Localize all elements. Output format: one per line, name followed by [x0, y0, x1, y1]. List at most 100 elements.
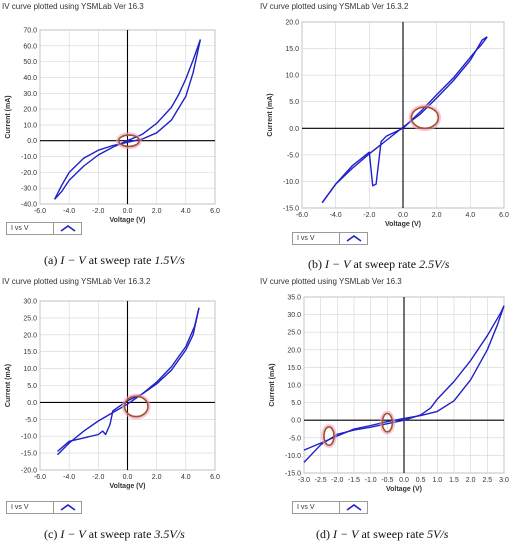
caption-c-prefix: (c): [44, 527, 58, 541]
chart-b-ytick-label: -10.0: [283, 179, 299, 186]
caption-a-math: I − V: [60, 253, 86, 267]
chart-d-xtick-label: 3.0: [499, 477, 509, 484]
caption-d-rate: 5V/s: [427, 527, 449, 541]
chart-d-ytick-label: 25.0: [287, 330, 301, 337]
chart-d-ytick-label: 5.0: [291, 400, 301, 407]
chart-c-xtick-label: 0.0: [123, 474, 133, 481]
legend-swatch-line: [60, 504, 76, 511]
caption-a-prefix: (a): [44, 253, 58, 267]
legend-b-label: I vs V: [297, 235, 315, 242]
chart-c-ytick-label: 30.0: [23, 299, 37, 306]
caption-a-text: at sweep rate: [88, 253, 152, 267]
chart-d-ytick-label: 30.0: [287, 312, 301, 319]
chart-d-ytick-label: -10.0: [285, 453, 301, 460]
chart-a-ylabel: Current (mA): [5, 95, 12, 138]
chart-c-ytick-label: -10.0: [21, 434, 37, 441]
caption-a: (a) I − V at sweep rate 1.5V/s: [44, 253, 185, 268]
chart-c-ytick-label: 20.0: [23, 332, 37, 339]
chart-b-ytick-label: 10.0: [285, 73, 299, 80]
caption-c-text: at sweep rate: [88, 527, 152, 541]
chart-d-xtick-label: -2.5: [315, 477, 327, 484]
chart-d-title: IV curve plotted using YSMLab Ver 16.3: [260, 277, 402, 286]
chart-b-ytick-label: 15.0: [285, 46, 299, 53]
chart-d-svg: IV curve plotted using YSMLab Ver 16.3 -3…: [260, 277, 509, 493]
chart-b-highlight-circle: [410, 106, 440, 130]
chart-d-ylabel: Current (mA): [269, 363, 276, 406]
legend-swatch-icon: [60, 225, 76, 232]
caption-b: (b) I − V at sweep rate 2.5V/s: [308, 257, 449, 272]
chart-c-ytick-label: -20.0: [21, 468, 37, 475]
chart-c-ytick-label: 5.0: [27, 383, 37, 390]
chart-a-xtick-label: -2.0: [92, 208, 104, 215]
legend-swatch-line: [346, 504, 362, 511]
caption-c-math: I − V: [60, 527, 86, 541]
chart-d-xtick-label: 2.0: [466, 477, 476, 484]
chart-c-ytick-label: 25.0: [23, 315, 37, 322]
chart-a-ytick-label: 20.0: [23, 107, 37, 114]
chart-b-ytick-label: 20.0: [285, 20, 299, 27]
chart-c-xtick-label: 2.0: [152, 474, 162, 481]
chart-b-xtick-label: 0.0: [398, 212, 408, 219]
chart-a-ytick-label: 30.0: [23, 91, 37, 98]
chart-b-xtick-label: -2.0: [363, 212, 375, 219]
chart-d-series-1-line: [303, 305, 505, 451]
caption-d-text: at sweep rate: [361, 527, 425, 541]
caption-d: (d) I − V at sweep rate 5V/s: [316, 527, 448, 542]
chart-d-xtick-label: -1.5: [348, 477, 360, 484]
chart-d-xtick-label: 0.5: [416, 477, 426, 484]
chart-c-highlight-glow: [121, 393, 151, 420]
chart-c-title: IV curve plotted using YSMLab Ver 16.3.2: [2, 277, 151, 286]
legend-c: I vs V: [6, 501, 82, 514]
caption-b-rate: 2.5V/s: [419, 257, 450, 271]
legend-d-label: I vs V: [297, 504, 315, 511]
chart-d-xtick-label: 2.5: [482, 477, 492, 484]
chart-d-xtick-label: -0.5: [381, 477, 393, 484]
chart-c-ytick-label: 10.0: [23, 366, 37, 373]
chart-b-xtick-label: -4.0: [330, 212, 342, 219]
legend-a-swatch: [53, 223, 81, 234]
chart-a-ytick-label: -10.0: [21, 154, 37, 161]
chart-panel-b: IV curve plotted using YSMLab Ver 16.3.2…: [258, 0, 516, 271]
chart-c-highlight-circle: [123, 395, 149, 418]
chart-d-ytick-label: 20.0: [287, 347, 301, 354]
chart-b-title: IV curve plotted using YSMLab Ver 16.3.2: [260, 2, 409, 11]
chart-panel-a: IV curve plotted using YSMLab Ver 16.3 -6…: [0, 0, 258, 267]
chart-d-ytick-label: -5.0: [289, 435, 301, 442]
caption-d-math: I − V: [333, 527, 359, 541]
legend-a: I vs V: [6, 222, 82, 235]
legend-d-swatch: [339, 502, 367, 513]
chart-c-ylabel: Current (mA): [5, 364, 12, 407]
chart-b-ytick-label: 0.0: [289, 126, 299, 133]
chart-b-ytick-label: -15.0: [283, 206, 299, 213]
legend-c-swatch: [53, 502, 81, 513]
chart-a-xtick-label: 0.0: [123, 208, 133, 215]
chart-b-series-1-line: [321, 36, 488, 204]
chart-c-svg: IV curve plotted using YSMLab Ver 16.3.2…: [2, 277, 220, 490]
chart-d-ytick-label: 35.0: [287, 295, 301, 302]
legend-swatch-line: [60, 225, 76, 232]
chart-d-ytick-label: -15.0: [285, 471, 301, 478]
chart-a-ytick-label: -20.0: [21, 170, 37, 177]
chart-a-xtick-label: 4.0: [181, 208, 191, 215]
chart-a-xlabel: Voltage (V): [109, 217, 145, 224]
chart-a-highlight-circle: [117, 134, 140, 148]
chart-b-xtick-label: -6.0: [296, 212, 308, 219]
chart-c-xtick-label: -2.0: [92, 474, 104, 481]
chart-a-title: IV curve plotted using YSMLab Ver 16.3: [2, 2, 144, 11]
chart-b-xlabel: Voltage (V): [385, 221, 421, 228]
chart-d-xtick-label: 1.0: [432, 477, 442, 484]
chart-d-highlight-circle: [323, 426, 335, 446]
chart-c-xlabel: Voltage (V): [109, 483, 145, 490]
chart-b-xtick-label: 6.0: [499, 212, 509, 219]
caption-a-rate: 1.5V/s: [154, 253, 185, 267]
caption-b-text: at sweep rate: [353, 257, 417, 271]
chart-d-ytick-label: 0.0: [291, 418, 301, 425]
legend-swatch-line: [346, 235, 362, 242]
chart-a-series-0-line: [54, 39, 202, 200]
chart-b-ylabel: Current (mA): [267, 93, 274, 136]
chart-c-series-1-line: [57, 307, 200, 452]
chart-a-svg: IV curve plotted using YSMLab Ver 16.3 -6…: [2, 2, 220, 224]
chart-a-ytick-label: 50.0: [23, 59, 37, 66]
caption-d-prefix: (d): [316, 527, 330, 541]
chart-c-ytick-label: -15.0: [21, 451, 37, 458]
